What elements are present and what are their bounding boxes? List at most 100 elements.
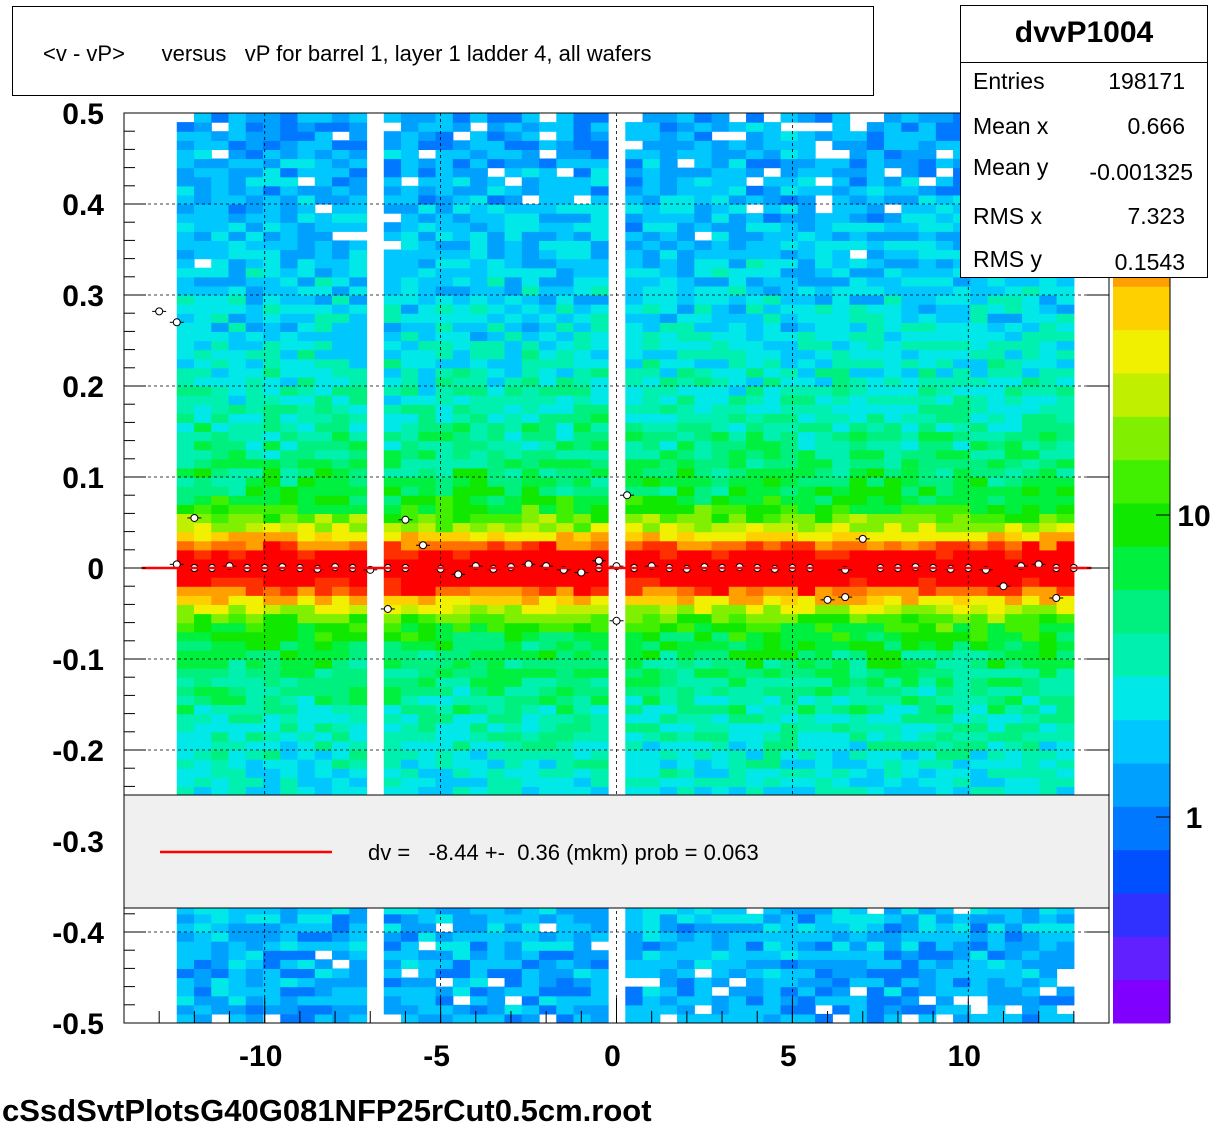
heatmap-cell: [470, 495, 488, 505]
heatmap-cell: [694, 413, 713, 423]
heatmap-cell: [314, 504, 333, 514]
heatmap-cell: [245, 1013, 264, 1023]
heatmap-cell: [314, 367, 333, 378]
heatmap-cell: [401, 959, 419, 969]
heatmap-cell: [1056, 622, 1075, 633]
heatmap-cell: [401, 1004, 419, 1015]
heatmap-cell: [573, 404, 592, 414]
heatmap-cell: [263, 959, 281, 969]
heatmap-cell: [694, 504, 713, 514]
heatmap-cell: [711, 549, 730, 560]
heatmap-cell: [815, 495, 833, 505]
heatmap-cell: [694, 941, 713, 951]
heatmap-cell: [728, 495, 747, 505]
heatmap-cell: [1004, 304, 1023, 314]
heatmap-cell: [780, 950, 799, 960]
heatmap-cell: [746, 1013, 764, 1023]
heatmap-cell: [1022, 668, 1040, 678]
heatmap-cell: [521, 322, 540, 332]
heatmap-cell: [245, 777, 264, 787]
heatmap-cell: [711, 704, 730, 715]
heatmap-cell: [418, 768, 437, 778]
heatmap-cell: [314, 477, 333, 487]
heatmap-cell: [418, 285, 437, 296]
heatmap-cell: [383, 222, 402, 232]
heatmap-cell: [263, 922, 281, 933]
heatmap-cell: [1004, 613, 1023, 624]
heatmap-cell: [970, 922, 989, 933]
heatmap-cell: [677, 231, 695, 241]
heatmap-cell: [935, 322, 954, 332]
heatmap-cell: [918, 213, 937, 223]
heatmap-cell: [383, 577, 402, 587]
heatmap-cell: [901, 449, 920, 460]
heatmap-cell: [280, 322, 299, 332]
heatmap-cell: [556, 622, 575, 633]
heatmap-cell: [332, 549, 350, 560]
heatmap-cell: [297, 595, 316, 605]
heatmap-cell: [797, 959, 816, 969]
heatmap-cell: [470, 158, 488, 169]
heatmap-cell: [901, 759, 920, 769]
heatmap-cell: [832, 750, 851, 760]
heatmap-cell: [211, 267, 230, 278]
heatmap-cell: [1004, 713, 1023, 724]
heatmap-cell: [987, 941, 1006, 951]
heatmap-cell: [728, 504, 747, 514]
heatmap-cell: [1004, 777, 1023, 787]
heatmap-cell: [332, 249, 350, 260]
heatmap-cell: [470, 458, 488, 469]
heatmap-cell: [797, 167, 816, 178]
heatmap-cell: [263, 422, 281, 433]
heatmap-cell: [659, 376, 678, 387]
heatmap-cell: [470, 276, 488, 287]
heatmap-cell: [418, 458, 437, 469]
heatmap-cell: [1022, 395, 1040, 405]
heatmap-cell: [297, 131, 316, 141]
heatmap-cell: [487, 731, 506, 742]
heatmap-cell: [884, 276, 902, 287]
heatmap-cell: [901, 467, 920, 478]
heatmap-cell: [176, 322, 195, 332]
profile-point: [419, 541, 428, 550]
heatmap-cell: [470, 513, 488, 524]
heatmap-cell: [228, 704, 247, 715]
heatmap-cell: [297, 504, 316, 514]
heatmap-cell: [452, 731, 471, 742]
heatmap-cell: [711, 285, 730, 296]
heatmap-cell: [746, 149, 764, 160]
heatmap-cell: [280, 659, 299, 669]
heatmap-cell: [832, 213, 851, 223]
heatmap-cell: [263, 158, 281, 169]
heatmap-cell: [590, 622, 609, 633]
heatmap-cell: [642, 968, 661, 979]
heatmap-cell: [918, 304, 937, 314]
heatmap-cell: [401, 786, 419, 797]
heatmap-cell: [314, 659, 333, 669]
heatmap-cell: [884, 777, 902, 787]
heatmap-cell: [832, 941, 851, 951]
heatmap-cell: [711, 522, 730, 533]
heatmap-cell: [1056, 495, 1075, 505]
heatmap-cell: [383, 331, 402, 342]
heatmap-cell: [1004, 686, 1023, 696]
heatmap-cell: [1004, 586, 1023, 596]
heatmap-cell: [435, 777, 454, 787]
heatmap-cell: [797, 276, 816, 287]
heatmap-cell: [297, 558, 316, 569]
heatmap-cell: [314, 213, 333, 223]
heatmap-cell: [280, 995, 299, 1006]
heatmap-cell: [280, 686, 299, 696]
heatmap-cell: [694, 213, 713, 223]
heatmap-cell: [470, 622, 488, 633]
heatmap-cell: [953, 431, 971, 442]
heatmap-cell: [711, 467, 730, 478]
heatmap-cell: [176, 349, 195, 360]
heatmap-cell: [504, 349, 523, 360]
heatmap-cell: [1022, 786, 1040, 797]
heatmap-cell: [401, 431, 419, 442]
heatmap-cell: [625, 322, 644, 332]
heatmap-cell: [539, 995, 557, 1006]
heatmap-cell: [953, 577, 971, 587]
heatmap-cell: [556, 558, 575, 569]
